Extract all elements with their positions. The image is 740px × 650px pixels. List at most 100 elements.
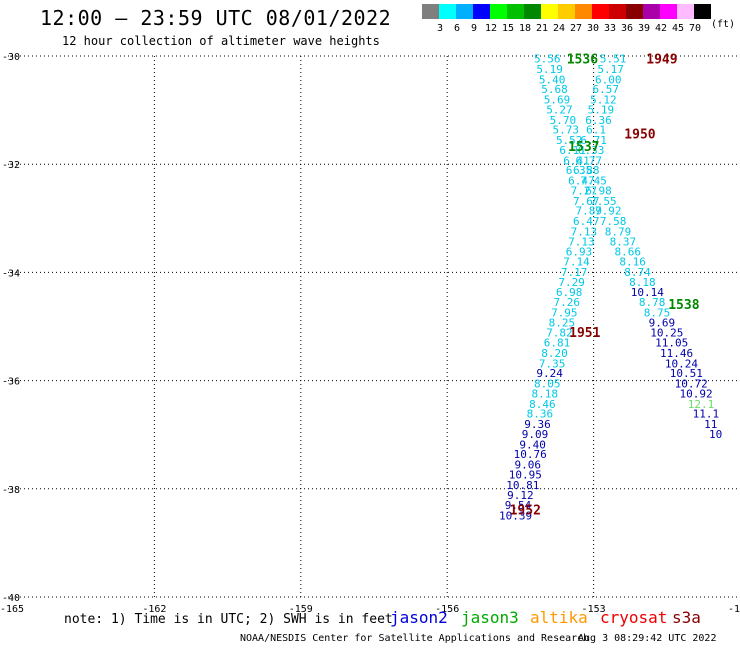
color-swatch-label: 9: [470, 23, 478, 34]
wave-height-label: 10: [709, 428, 722, 441]
color-swatch: [558, 4, 575, 19]
color-swatch-label: 12: [484, 23, 498, 34]
wave-height-label: 12.1: [688, 398, 715, 411]
wave-height-label: 9.36: [524, 418, 551, 431]
wave-height-label: 6.41: [563, 154, 590, 167]
wave-height-label: 10.24: [665, 357, 698, 370]
wave-height-label: 10.92: [680, 388, 713, 401]
wave-height-label: 9.40: [519, 438, 546, 451]
color-swatch-label: 45: [671, 23, 685, 34]
x-tick-label: -159: [289, 604, 313, 615]
wave-height-label: 7.17: [561, 266, 588, 279]
wave-height-label: 5.12: [590, 93, 617, 106]
wave-height-label: 7.26: [554, 296, 581, 309]
color-scale-unit: (ft): [711, 19, 736, 30]
color-swatch: [592, 4, 609, 19]
wave-height-label: 5.40: [539, 73, 566, 86]
wave-height-label: 6.47: [573, 215, 600, 228]
color-swatch: [507, 4, 524, 19]
wave-height-label: 6.00: [595, 73, 622, 86]
color-swatch: [660, 4, 677, 19]
color-swatch: [541, 4, 558, 19]
color-swatch: [490, 4, 507, 19]
y-tick-label: -36: [2, 377, 20, 388]
pass-time-label: 1949: [646, 53, 677, 68]
x-tick-label: -162: [142, 604, 166, 615]
y-tick-label: -32: [2, 160, 20, 171]
wave-height-label: 8.75: [644, 306, 671, 319]
color-swatch-label: 18: [518, 23, 532, 34]
wave-height-label: 7.35: [539, 357, 566, 370]
color-swatch-label: 42: [654, 23, 668, 34]
wave-height-label: 9.24: [536, 367, 563, 380]
color-swatch: [694, 4, 711, 19]
wave-height-label: 11.1: [693, 408, 720, 421]
color-swatch: [439, 4, 456, 19]
wave-height-label: 5.19: [536, 63, 563, 76]
wave-height-label: 7.67: [573, 195, 600, 208]
wave-height-label: 5.56: [534, 53, 561, 66]
wave-height-label: 10.76: [514, 448, 547, 461]
wave-height-label: 7.92: [595, 205, 622, 218]
wave-height-label: 10.39: [499, 509, 532, 522]
wave-height-label: 8.05: [534, 377, 561, 390]
color-swatch-label: 70: [688, 23, 702, 34]
color-swatch: [575, 4, 592, 19]
pass-time-label: 1538: [668, 298, 699, 313]
x-tick-label: -153: [582, 604, 606, 615]
wave-height-label: 10.51: [670, 367, 703, 380]
pass-time-label: 1951: [569, 326, 600, 341]
wave-height-label: 8.20: [541, 347, 568, 360]
wave-height-label: 9.69: [649, 317, 676, 330]
pass-time-label: 1952: [510, 503, 541, 518]
wave-height-label: 5.51: [600, 53, 627, 66]
wave-height-label: 6.98: [556, 286, 583, 299]
color-swatch: [456, 4, 473, 19]
legend-jason3: jason3: [461, 608, 519, 627]
wave-height-label: 9.12: [507, 489, 534, 502]
y-tick-label: -40: [2, 593, 20, 604]
wave-height-label: 7.13: [571, 225, 598, 238]
footer-timestamp: Aug 3 08:29:42 UTC 2022: [578, 633, 717, 644]
color-swatch-label: 27: [569, 23, 583, 34]
wave-height-label: 9.09: [522, 428, 549, 441]
wave-height-label: 5.52: [556, 134, 583, 147]
wave-height-label: 7.82: [546, 326, 573, 339]
wave-height-label: 11.05: [655, 337, 688, 350]
wave-height-label: 8.18: [629, 276, 656, 289]
wave-height-label: 7.45: [580, 174, 607, 187]
wave-height-label: 5.69: [544, 93, 571, 106]
color-swatch-label: 33: [603, 23, 617, 34]
wave-height-label: 5.73: [553, 124, 580, 137]
color-swatch-label: 21: [535, 23, 549, 34]
wave-height-label: 7.89: [575, 205, 602, 218]
color-swatch-label: 24: [552, 23, 566, 34]
wave-height-label: 10.25: [650, 326, 683, 339]
wave-height-label: 8.36: [527, 408, 554, 421]
color-swatch: [609, 4, 626, 19]
wave-height-label: 10.95: [509, 469, 542, 482]
wave-height-label: 6.35: [566, 164, 593, 177]
chart-subtitle: 12 hour collection of altimeter wave hei…: [62, 34, 380, 48]
pass-time-label: 1537: [568, 140, 599, 155]
wave-height-label: 10.72: [675, 377, 708, 390]
wave-height-label: 6.36: [585, 114, 612, 127]
color-swatch: [626, 4, 643, 19]
color-swatch-label: 39: [637, 23, 651, 34]
wave-height-label: 10.81: [506, 479, 539, 492]
wave-height-label: 6.88: [573, 164, 600, 177]
pass-time-label: 1536: [567, 53, 598, 68]
wave-height-label: 8.46: [529, 398, 556, 411]
wave-height-label: 6.93: [566, 245, 593, 258]
wave-height-label: 8.37: [610, 236, 637, 249]
chart-title: 12:00 – 23:59 UTC 08/01/2022: [40, 6, 392, 30]
legend-s3a: s3a: [672, 608, 701, 627]
color-swatch: [422, 4, 439, 19]
y-tick-label: -38: [2, 485, 20, 496]
wave-height-label: 6.57: [593, 83, 620, 96]
wave-height-label: 6.77: [575, 154, 602, 167]
x-tick-label: -165: [0, 604, 24, 615]
wave-height-label: 6.71: [580, 134, 607, 147]
wave-height-label: 6.81: [544, 337, 571, 350]
wave-height-label: 8.78: [639, 296, 666, 309]
